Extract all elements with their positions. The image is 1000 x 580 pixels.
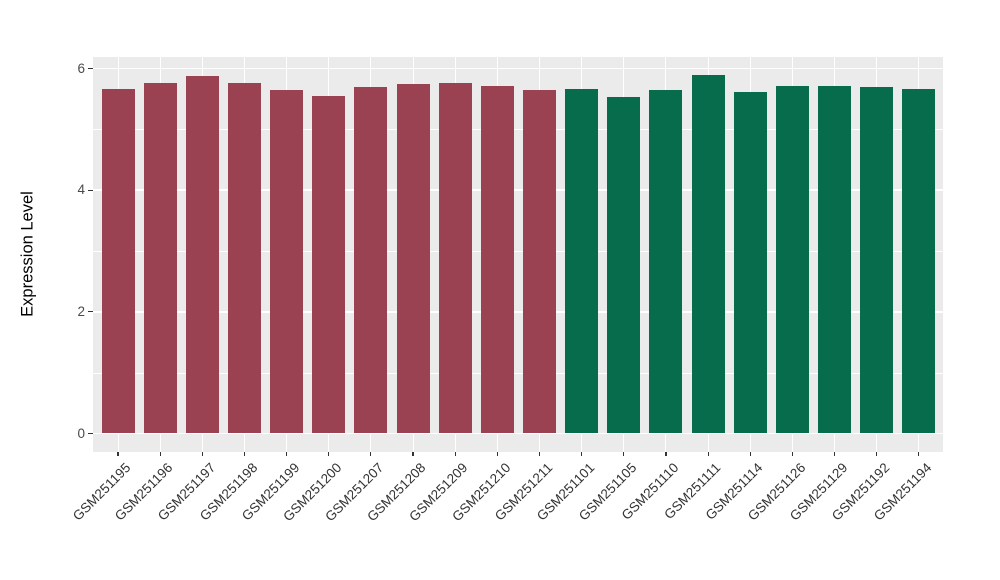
x-tick-mark: [791, 452, 793, 456]
bar: [649, 90, 683, 434]
major-gridline: [93, 311, 943, 313]
bar: [523, 89, 556, 434]
bar: [185, 75, 219, 434]
bar: [860, 87, 894, 434]
y-tick-label: 0: [77, 425, 85, 441]
x-tick-mark: [286, 452, 288, 456]
bar: [607, 97, 641, 434]
bar: [143, 82, 177, 434]
y-tick-mark: [88, 432, 93, 435]
y-axis-title: Expression Level: [18, 191, 37, 317]
x-tick-mark: [243, 452, 246, 456]
bar: [270, 89, 304, 434]
bar: [354, 86, 388, 434]
y-tick-mark: [88, 189, 93, 191]
x-tick-mark: [707, 452, 709, 456]
x-tick-mark: [201, 452, 203, 456]
major-gridline: [93, 189, 943, 191]
x-tick-mark: [918, 452, 920, 456]
bar: [818, 86, 852, 434]
minor-gridline: [93, 129, 943, 131]
x-tick-mark: [117, 452, 119, 456]
y-tick-label: 4: [77, 182, 85, 198]
bar: [691, 74, 725, 434]
y-tick-mark: [88, 67, 93, 70]
x-tick-mark: [623, 452, 625, 456]
x-tick-mark: [665, 452, 667, 456]
x-tick-mark: [454, 452, 456, 456]
bar: [775, 85, 809, 434]
bar: [396, 84, 430, 434]
x-tick-mark: [412, 452, 414, 456]
bar: [438, 83, 472, 434]
y-tick-label: 2: [77, 303, 85, 319]
major-gridline: [93, 67, 943, 70]
bar: [902, 89, 936, 434]
bar: [227, 82, 261, 434]
bar: [312, 95, 346, 434]
x-tick-mark: [370, 452, 372, 456]
bar: [480, 86, 514, 434]
minor-gridline: [93, 372, 943, 374]
minor-gridline: [93, 251, 943, 252]
x-tick-mark: [876, 452, 878, 456]
major-gridline: [93, 432, 943, 435]
x-tick-mark: [749, 452, 751, 456]
bar: [565, 88, 599, 434]
plot-panel: [93, 57, 943, 452]
y-tick-label: 6: [77, 60, 85, 76]
y-tick-mark: [88, 311, 93, 313]
x-tick-mark: [833, 452, 836, 456]
x-tick-mark: [496, 452, 498, 456]
x-tick-mark: [581, 452, 583, 456]
x-tick-mark: [538, 452, 541, 456]
bar: [101, 89, 135, 434]
x-tick-mark: [159, 452, 161, 456]
x-tick-mark: [328, 452, 330, 456]
bar: [733, 91, 767, 434]
